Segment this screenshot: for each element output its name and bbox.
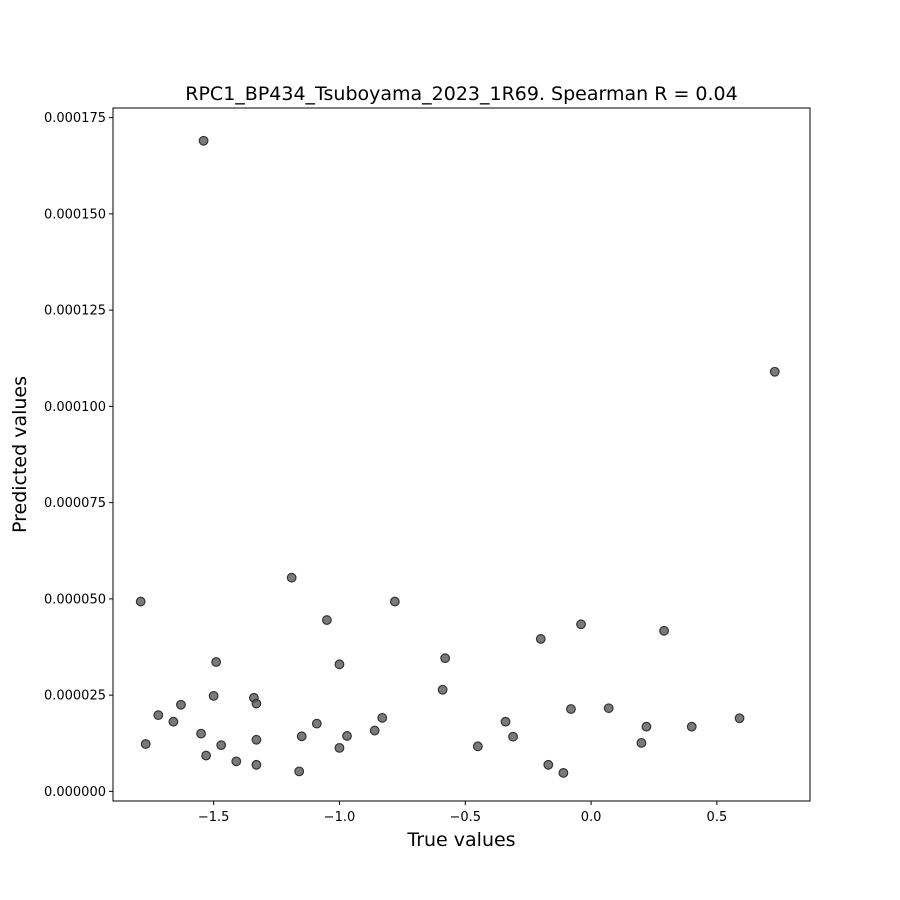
- x-tick-label: 0.5: [707, 810, 728, 825]
- scatter-point: [321, 615, 332, 625]
- scatter-point: [208, 690, 219, 701]
- scatter-point: [231, 756, 242, 767]
- scatter-point: [153, 710, 164, 721]
- scatter-point: [342, 731, 352, 741]
- scatter-point: [296, 731, 307, 742]
- scatter-point: [311, 718, 322, 729]
- scatter-point: [334, 659, 345, 670]
- scatter-point: [641, 721, 652, 732]
- scatter-point: [198, 135, 209, 146]
- scatter-point: [135, 596, 146, 607]
- scatter-point: [636, 737, 647, 748]
- scatter-point: [196, 728, 206, 739]
- scatter-point: [603, 703, 614, 714]
- x-tick-label: −1.0: [324, 810, 356, 825]
- scatter-point: [211, 657, 222, 667]
- scatter-point: [576, 619, 586, 630]
- y-tick-label: 0.000075: [44, 496, 106, 511]
- y-tick-label: 0.000150: [44, 207, 106, 222]
- scatter-point: [734, 713, 745, 724]
- scatter-point: [769, 366, 780, 377]
- scatter-point: [508, 731, 518, 742]
- scatter-point: [251, 734, 262, 745]
- y-tick-label: 0.000000: [44, 785, 106, 800]
- y-tick-label: 0.000050: [44, 592, 106, 607]
- scatter-point: [566, 704, 576, 714]
- scatter-point: [437, 684, 448, 695]
- x-tick-label: −0.5: [449, 810, 481, 825]
- scatter-point: [500, 716, 511, 727]
- data-points: [135, 135, 780, 778]
- y-tick-label: 0.000175: [44, 111, 106, 126]
- scatter-point: [286, 572, 297, 583]
- scatter-point: [377, 712, 388, 723]
- scatter-point: [543, 759, 554, 770]
- scatter-point: [369, 725, 380, 736]
- y-axis: 0.000000 0.000025 0.000050 0.000075 0.000100…: [44, 111, 113, 800]
- scatter-point: [140, 739, 151, 749]
- scatter-point: [659, 625, 669, 636]
- scatter-point: [535, 634, 546, 644]
- chart-title: RPC1_BP434_Tsuboyama_2023_1R69. Spearman…: [185, 83, 737, 105]
- plot-area: [112, 107, 811, 802]
- scatter-point: [440, 653, 451, 664]
- scatter-point: [216, 740, 227, 751]
- x-tick-label: 0.0: [581, 810, 602, 825]
- scatter-point: [334, 742, 345, 753]
- scatter-point: [558, 767, 569, 778]
- y-axis-label: Predicted values: [9, 376, 31, 533]
- scatter-point: [168, 716, 179, 727]
- y-tick-label: 0.000100: [44, 400, 106, 415]
- scatter-point: [294, 766, 305, 777]
- y-tick-label: 0.000025: [44, 689, 106, 704]
- scatter-point: [389, 596, 400, 607]
- x-axis: −1.5 −1.0 −0.5 0.0 0.5: [198, 801, 727, 825]
- y-tick-label: 0.000125: [44, 304, 106, 319]
- x-axis-label: True values: [406, 829, 515, 851]
- scatter-point: [176, 699, 186, 710]
- scatter-point: [251, 698, 262, 709]
- x-tick-label: −1.5: [198, 810, 230, 825]
- scatter-point: [201, 750, 212, 761]
- scatter-point: [686, 721, 697, 732]
- scatter-point: [251, 759, 262, 770]
- scatter-point: [472, 741, 483, 752]
